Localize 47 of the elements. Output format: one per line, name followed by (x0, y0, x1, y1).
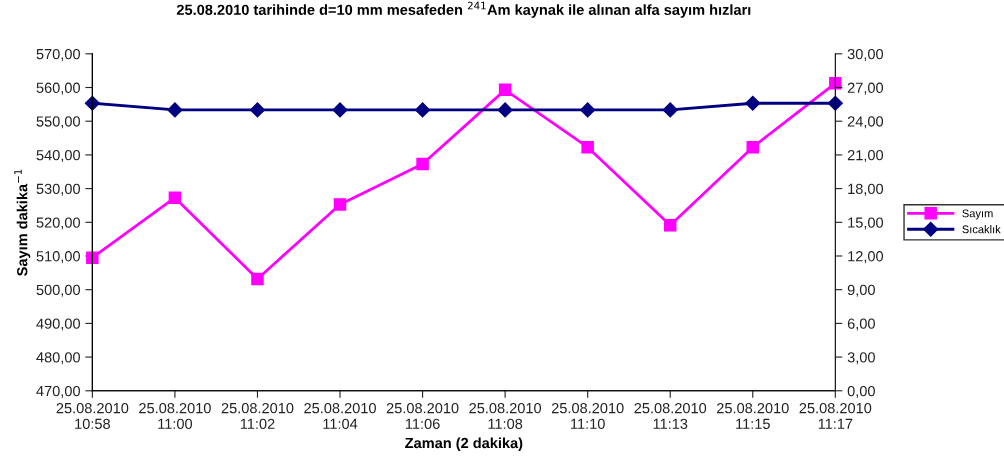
y-tick-label: 470,00 (36, 385, 80, 398)
point (416, 157, 429, 171)
point (168, 191, 182, 204)
x-tick-label: 25.08.2010 11:15 (717, 402, 789, 430)
y-tick-label: 490,00 (36, 318, 80, 331)
y-tick-label: 530,00 (36, 183, 80, 196)
y2-tick-label: 18,00 (848, 183, 884, 196)
y-tick-label: 480,00 (36, 352, 80, 365)
x-tick-label: 25.08.2010 11:04 (304, 402, 376, 430)
y2-tick-label: 0,00 (847, 385, 875, 398)
x-tick-label: 25.08.2010 11:17 (799, 402, 872, 429)
y2-tick-label: 30,00 (847, 48, 884, 61)
point (829, 76, 842, 90)
x-axis-title: Zaman (2 dakika) (405, 437, 523, 452)
x-tick-label: 25.08.2010 11:10 (551, 402, 624, 430)
point (498, 83, 512, 97)
y-tick-label: 510,00 (36, 251, 80, 264)
point (581, 140, 594, 154)
legend-label: Sıcaklık (962, 225, 1001, 234)
y-tick-label: 570,00 (36, 48, 80, 61)
point (746, 140, 760, 154)
x-tick-label: 25.08.2010 11:00 (139, 402, 211, 430)
y2-tick-label: 21,00 (847, 150, 884, 163)
point (663, 219, 677, 232)
x-tick-label: 25.08.2010 11:02 (221, 402, 294, 430)
y2-tick-label: 9,00 (847, 284, 875, 297)
x-tick-label: 25.08.2010 11:06 (386, 402, 459, 430)
y-tick-label: 500,00 (36, 284, 80, 297)
chart-title: 25.08.2010 tarihinde d=10 mm mesafeden $^{241}$Am kaynak ile alınan alfa sayım hızları (176, 1, 751, 18)
point (251, 272, 264, 286)
y2-tick-label: 12,00 (848, 251, 884, 264)
y2-tick-label: 6,00 (847, 318, 875, 331)
y2-tick-label: 24,00 (847, 116, 884, 129)
y-tick-label: 540,00 (36, 150, 80, 163)
legend-label: Sayım (962, 209, 993, 220)
y2-tick-label: 15,00 (848, 217, 884, 230)
x-tick-label: 25.08.2010 11:08 (469, 402, 542, 430)
y-tick-label: 560,00 (36, 82, 80, 95)
point (333, 198, 347, 211)
y2-tick-label: 27,00 (847, 82, 884, 95)
x-tick-label: 25.08.2010 11:13 (634, 402, 707, 430)
y-axis-title: Sayım dakika$^{−1}$ (14, 169, 31, 276)
point (86, 251, 99, 264)
y-tick-label: 520,00 (36, 217, 80, 230)
y2-tick-label: 3,00 (847, 352, 875, 365)
x-tick-label: 25.08.2010 10:58 (56, 402, 129, 430)
y-tick-label: 550,00 (36, 116, 80, 129)
